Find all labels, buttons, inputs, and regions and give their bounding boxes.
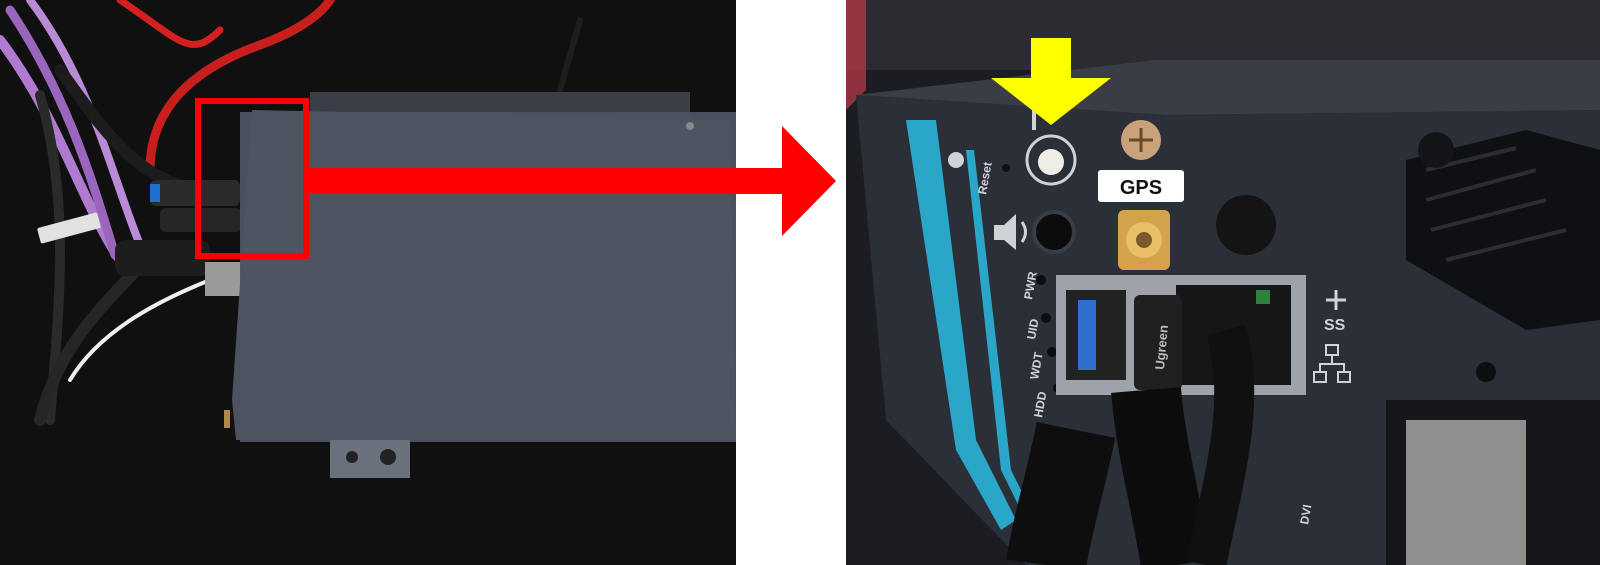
front-panel-illustration: Reset GPS PWR UID [846, 0, 1600, 565]
device-overview-illustration [0, 0, 736, 565]
network-icon [1313, 344, 1351, 383]
accent-stripe-thin [966, 150, 1046, 545]
dvi-label: DVI [1297, 503, 1314, 525]
panel-screw [1418, 132, 1454, 168]
red-arrow-head [736, 126, 836, 236]
led-wdt [1047, 347, 1057, 357]
led-label-hdd: HDD [1031, 390, 1049, 418]
mounting-bracket [330, 440, 410, 478]
arrow-shaft [306, 168, 736, 194]
power-plug [115, 240, 210, 276]
vent-grille [1406, 130, 1600, 330]
lan-led [1256, 290, 1270, 304]
gps-antenna-connector[interactable] [1118, 210, 1170, 270]
reset-button-icon[interactable] [1025, 110, 1077, 186]
usb-cable [1006, 422, 1116, 565]
usb-cable-plug: Ugreen [1134, 295, 1182, 390]
left-photo-device-overview [0, 0, 736, 565]
usb-icon: SS [1324, 290, 1346, 334]
gps-label-box [1098, 170, 1184, 202]
dvi-port[interactable] [1406, 420, 1526, 565]
led-label-uid: UID [1024, 317, 1041, 340]
led-uid [1041, 313, 1051, 323]
metal-connector [205, 262, 245, 296]
led-pwr [1036, 275, 1046, 285]
lan-cable [1111, 386, 1211, 565]
accent-stripe [906, 120, 1016, 530]
led-label-wdt: WDT [1027, 351, 1046, 381]
pointer-arrow [991, 38, 1111, 125]
reset-pinhole[interactable] [1002, 164, 1010, 172]
audio-jack[interactable] [1032, 210, 1076, 254]
right-photo-front-panel-closeup: Reset GPS PWR UID [846, 0, 1600, 565]
usb-ss-label: SS [1324, 317, 1346, 334]
cable-brand-label: Ugreen [1152, 324, 1171, 370]
round-cover [1216, 195, 1276, 255]
gps-label: GPS [1120, 177, 1162, 199]
reset-dot [948, 152, 964, 168]
reset-label: Reset [975, 161, 994, 196]
led-label-pwr: PWR [1021, 270, 1040, 300]
speaker-icon [994, 214, 1027, 250]
